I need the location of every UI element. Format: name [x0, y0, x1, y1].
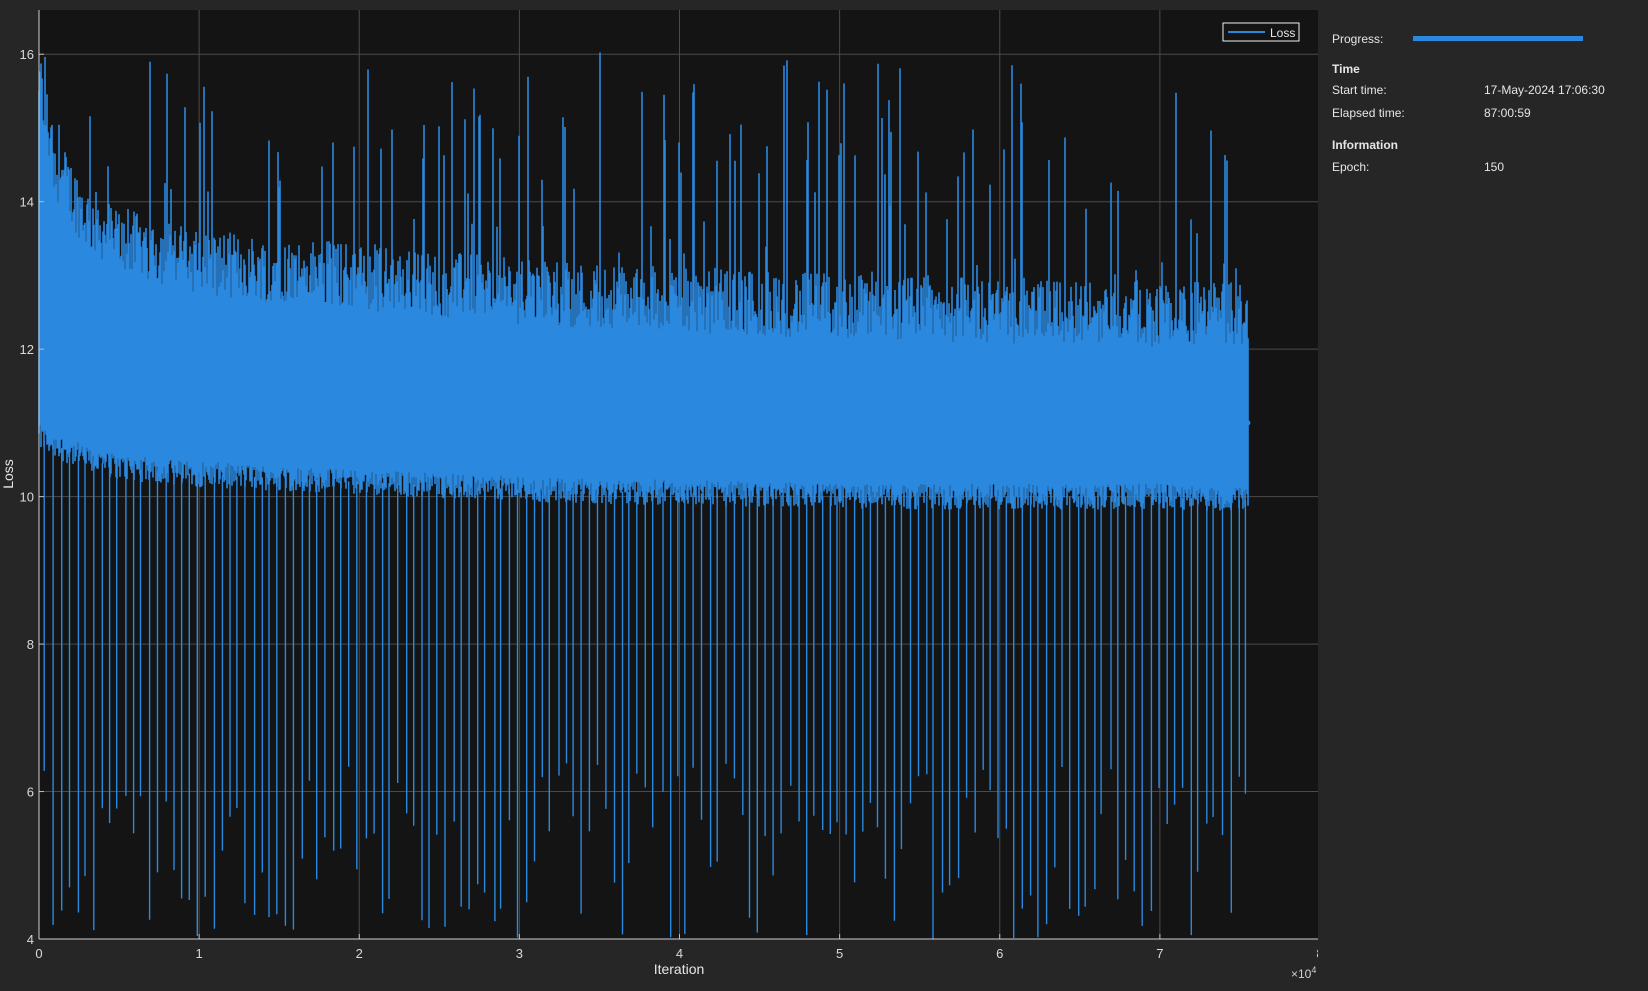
x-tick-label: 0: [35, 946, 42, 961]
progress-bar-fill: [1413, 36, 1583, 41]
x-tick-label: 5: [836, 946, 843, 961]
loss-last-point: [1245, 420, 1251, 426]
x-tick-label: 1: [196, 946, 203, 961]
y-tick-label: 16: [20, 47, 34, 62]
start-time-label: Start time:: [1332, 83, 1387, 97]
progress-row: Progress:: [1332, 32, 1583, 46]
time-section-title: Time: [1332, 62, 1360, 76]
legend-label-loss: Loss: [1270, 26, 1295, 40]
loss-low-spikes: [43, 440, 1247, 939]
x-tick-label: 6: [996, 946, 1003, 961]
progress-bar: [1413, 36, 1583, 41]
y-tick-label: 4: [27, 932, 34, 947]
y-tick-label: 14: [20, 195, 34, 210]
x-tick-label: 3: [516, 946, 523, 961]
y-axis-label: Loss: [0, 459, 16, 489]
epoch-row: Epoch: 150: [1332, 160, 1504, 174]
axes: [38, 10, 1318, 940]
elapsed-time-label: Elapsed time:: [1332, 106, 1405, 120]
x-tick-label: 2: [356, 946, 363, 961]
y-tick-label: 6: [27, 785, 34, 800]
x-tick-label: 8: [1316, 946, 1318, 961]
elapsed-time-value: 87:00:59: [1484, 106, 1531, 120]
epoch-value: 150: [1484, 160, 1505, 174]
start-time-row: Start time: 17-May-2024 17:06:30: [1332, 83, 1605, 97]
x-axis-label: Iteration: [654, 961, 705, 977]
x-tick-label: 4: [676, 946, 683, 961]
epoch-label: Epoch:: [1332, 160, 1370, 174]
loss-chart: 01234567846810121416 Iteration Loss ×104…: [0, 10, 1318, 981]
progress-label: Progress:: [1332, 32, 1384, 46]
elapsed-time-row: Elapsed time: 87:00:59: [1332, 106, 1531, 120]
x-tick-label: 7: [1156, 946, 1163, 961]
y-tick-label: 10: [20, 490, 34, 505]
chart-legend[interactable]: Loss: [1222, 22, 1300, 42]
x-exponent-label: ×104: [1291, 965, 1316, 981]
information-section-title: Information: [1332, 138, 1398, 152]
y-tick-label: 12: [20, 342, 34, 357]
tick-labels: 01234567846810121416: [20, 47, 1318, 961]
y-tick-label: 8: [27, 637, 34, 652]
training-info-panel: Progress: Time Start time: 17-May-2024 1…: [1318, 0, 1648, 991]
start-time-value: 17-May-2024 17:06:30: [1484, 83, 1605, 97]
